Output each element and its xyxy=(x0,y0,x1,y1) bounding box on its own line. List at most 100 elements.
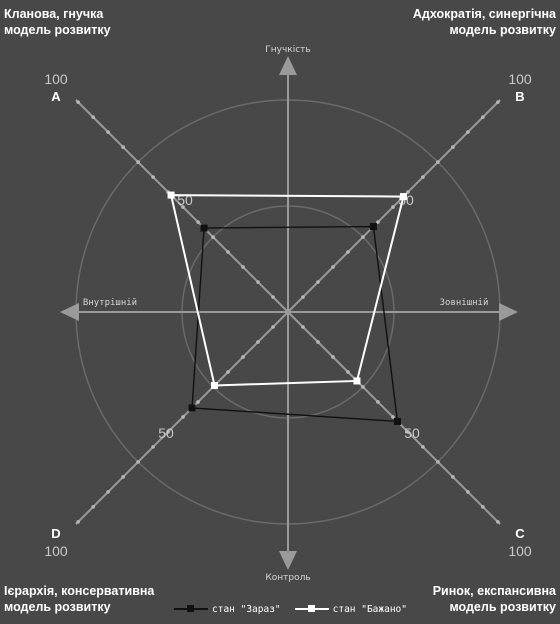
axis-tick-a xyxy=(226,250,230,254)
tick-label-100-a: 100 xyxy=(44,71,68,87)
axis-tick-c xyxy=(316,340,320,344)
corner-label-line: модель розвитку xyxy=(4,600,111,614)
axis-tick-b xyxy=(376,220,380,224)
axis-tick-d xyxy=(121,475,125,479)
axis-tick-d xyxy=(181,415,185,419)
tick-label-100-c: 100 xyxy=(508,543,532,559)
axis-tick-a xyxy=(256,280,260,284)
diagonal-letter-b: B xyxy=(515,89,524,104)
arrow-left-icon xyxy=(60,303,79,321)
corner-label-line: Ієрархія, консервативна xyxy=(4,584,155,598)
legend-symbol-desired xyxy=(294,604,329,614)
arrow-right-icon xyxy=(499,303,518,321)
arrow-down-icon xyxy=(279,551,297,570)
corner-label-top-left: Кланова, гнучка модель розвитку xyxy=(4,6,111,38)
axis-tick-a xyxy=(76,100,80,104)
axis-tick-b xyxy=(361,235,365,239)
data-point-now-d xyxy=(188,404,196,412)
axis-tick-c xyxy=(436,460,440,464)
axis-tick-b xyxy=(316,280,320,284)
diagonal-letter-a: A xyxy=(51,89,61,104)
legend-symbol-now xyxy=(174,604,208,614)
data-point-now-a xyxy=(200,224,208,232)
corner-label-line: модель розвитку xyxy=(4,23,111,37)
axis-tick-a xyxy=(151,175,155,179)
corner-label-line: Кланова, гнучка xyxy=(4,7,104,21)
data-point-now-c xyxy=(393,417,401,425)
axis-tick-a xyxy=(91,115,95,119)
axis-tick-b xyxy=(496,100,500,104)
series-line-now xyxy=(191,225,399,423)
axis-tick-c xyxy=(421,445,425,449)
axis-tick-a xyxy=(196,220,200,224)
axis-tick-b xyxy=(466,130,470,134)
axis-tick-d xyxy=(166,430,170,434)
axis-tick-b xyxy=(421,175,425,179)
axis-tick-a xyxy=(271,295,275,299)
tick-label-100-d: 100 xyxy=(44,543,68,559)
axis-label-left: Внутрішній xyxy=(83,298,137,308)
axis-tick-c xyxy=(391,415,395,419)
axis-tick-a xyxy=(211,235,215,239)
axis-tick-c xyxy=(301,325,305,329)
legend-label-now: стан "Зараз" xyxy=(212,603,281,615)
axis-tick-c xyxy=(496,520,500,524)
axis-label-bottom: Контроль xyxy=(265,573,310,583)
axis-tick-c xyxy=(406,430,410,434)
corner-label-bottom-left: Ієрархія, консервативна модель розвитку xyxy=(4,583,154,615)
axis-tick-b xyxy=(331,265,335,269)
axis-tick-c xyxy=(376,400,380,404)
axis-tick-b xyxy=(436,160,440,164)
axis-tick-a xyxy=(181,205,185,209)
tick-label-100-b: 100 xyxy=(508,71,532,87)
axis-tick-b xyxy=(391,205,395,209)
axis-tick-d xyxy=(76,520,80,524)
axis-tick-b xyxy=(481,115,485,119)
axis-tick-b xyxy=(301,295,305,299)
data-point-desired-a xyxy=(167,191,175,199)
axis-tick-c xyxy=(361,385,365,389)
axis-tick-d xyxy=(91,505,95,509)
corner-label-line: модель розвитку xyxy=(449,600,556,614)
data-point-desired-d xyxy=(211,381,219,389)
axis-tick-a xyxy=(241,265,245,269)
axis-tick-c xyxy=(481,505,485,509)
data-point-desired-c xyxy=(353,377,361,385)
data-point-desired-b xyxy=(399,193,407,201)
axis-tick-c xyxy=(331,355,335,359)
axis-tick-d xyxy=(151,445,155,449)
axis-tick-a xyxy=(136,160,140,164)
axis-tick-b xyxy=(406,190,410,194)
axis-tick-d xyxy=(136,460,140,464)
axis-tick-d xyxy=(256,340,260,344)
corner-label-line: модель розвитку xyxy=(449,23,556,37)
arrow-up-icon xyxy=(279,56,297,75)
axis-tick-b xyxy=(346,250,350,254)
corner-label-line: Ринок, експансивна xyxy=(432,584,556,598)
diagonal-letter-d: D xyxy=(51,526,60,541)
axis-tick-c xyxy=(451,475,455,479)
axis-tick-d xyxy=(241,355,245,359)
diagonal-letter-c: C xyxy=(515,526,525,541)
axis-tick-c xyxy=(466,490,470,494)
axis-tick-d xyxy=(226,370,230,374)
tick-label-50-c: 50 xyxy=(404,425,420,441)
axis-label-top: Гнучкість xyxy=(265,45,310,55)
corner-label-bottom-right: Ринок, експансивна модель розвитку xyxy=(433,583,556,615)
corner-label-line: Адхократія, синергічна xyxy=(412,7,556,21)
legend-label-desired: стан "Бажано" xyxy=(332,603,407,615)
corner-label-top-right: Адхократія, синергічна модель розвитку xyxy=(413,6,556,38)
axis-tick-d xyxy=(271,325,275,329)
data-point-now-b xyxy=(369,223,377,231)
axis-label-right: Зовнішній xyxy=(440,298,489,308)
axis-tick-a xyxy=(121,145,125,149)
tick-label-50-d: 50 xyxy=(158,425,174,441)
axis-tick-b xyxy=(451,145,455,149)
axis-tick-d xyxy=(196,400,200,404)
axis-tick-d xyxy=(106,490,110,494)
legend: стан "Зараз" стан "Бажано" xyxy=(170,600,407,618)
axis-tick-a xyxy=(106,130,110,134)
axis-tick-c xyxy=(346,370,350,374)
